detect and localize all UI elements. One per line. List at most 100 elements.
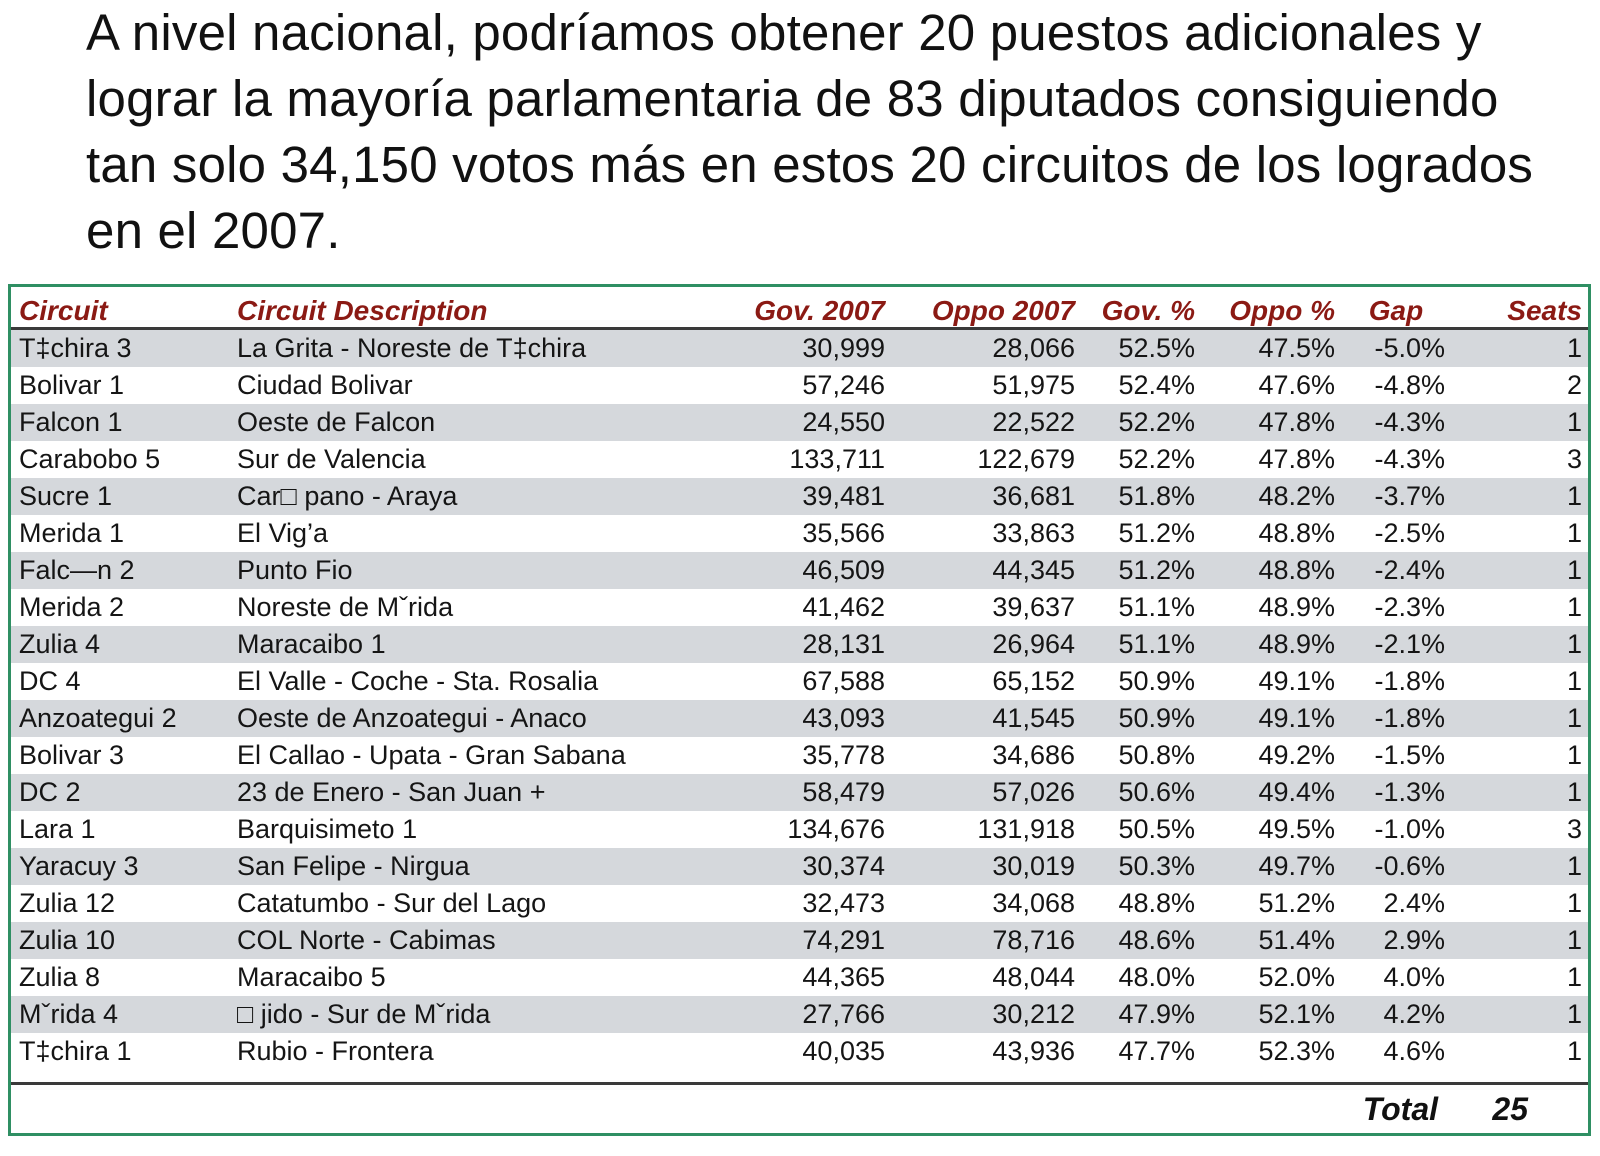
cell-oppo-pct: 49.1% — [1201, 700, 1341, 737]
cell-gap: -1.0% — [1341, 811, 1451, 848]
cell-circuit-description: El Vig’a — [231, 515, 701, 552]
cell-oppo-2007: 39,637 — [891, 589, 1081, 626]
cell-gov-pct: 50.5% — [1081, 811, 1201, 848]
cell-gap: -1.3% — [1341, 774, 1451, 811]
cell-gov-pct: 50.9% — [1081, 700, 1201, 737]
cell-oppo-pct: 51.2% — [1201, 885, 1341, 922]
cell-circuit: DC 4 — [11, 663, 231, 700]
cell-gov-pct: 52.4% — [1081, 367, 1201, 404]
cell-oppo-2007: 30,212 — [891, 996, 1081, 1033]
cell-gap: 4.6% — [1341, 1033, 1451, 1070]
cell-oppo-2007: 131,918 — [891, 811, 1081, 848]
cell-circuit-description: Oeste de Falcon — [231, 404, 701, 441]
cell-circuit: Yaracuy 3 — [11, 848, 231, 885]
cell-circuit: Bolivar 1 — [11, 367, 231, 404]
cell-gov-pct: 47.9% — [1081, 996, 1201, 1033]
cell-gap: -2.1% — [1341, 626, 1451, 663]
cell-circuit-description: Catatumbo - Sur del Lago — [231, 885, 701, 922]
table-row: DC 4 El Valle - Coche - Sta. Rosalia 67,58… — [11, 663, 1588, 700]
cell-circuit-description: Sur de Valencia — [231, 441, 701, 478]
cell-oppo-2007: 41,545 — [891, 700, 1081, 737]
cell-oppo-pct: 48.9% — [1201, 589, 1341, 626]
cell-circuit-description: Noreste de Mˇrida — [231, 589, 701, 626]
cell-seats: 1 — [1451, 404, 1588, 441]
cell-oppo-2007: 30,019 — [891, 848, 1081, 885]
cell-gap: -0.6% — [1341, 848, 1451, 885]
cell-oppo-pct: 51.4% — [1201, 922, 1341, 959]
cell-gov-pct: 51.1% — [1081, 626, 1201, 663]
table-row: Mˇrida 4 □ jido - Sur de Mˇrida 27,766 30,2… — [11, 996, 1588, 1033]
circuits-table-frame: Circuit Circuit Description Gov. 2007 Op… — [8, 284, 1591, 1136]
cell-gap: -1.8% — [1341, 663, 1451, 700]
cell-gov-pct: 51.2% — [1081, 515, 1201, 552]
cell-seats: 1 — [1451, 700, 1588, 737]
table-row: Bolivar 3 El Callao - Upata - Gran Sabana… — [11, 737, 1588, 774]
cell-gov-2007: 27,766 — [701, 996, 891, 1033]
cell-oppo-2007: 36,681 — [891, 478, 1081, 515]
cell-oppo-pct: 52.0% — [1201, 959, 1341, 996]
cell-oppo-2007: 34,686 — [891, 737, 1081, 774]
cell-gov-2007: 30,374 — [701, 848, 891, 885]
table-row: Bolivar 1 Ciudad Bolivar 57,246 51,975 52.4%… — [11, 367, 1588, 404]
table-row: Yaracuy 3 San Felipe - Nirgua 30,374 30,019… — [11, 848, 1588, 885]
cell-seats: 1 — [1451, 589, 1588, 626]
cell-seats: 3 — [1451, 811, 1588, 848]
header-circuit: Circuit — [11, 287, 231, 330]
table-row: DC 2 23 de Enero - San Juan +58,479 57,026… — [11, 774, 1588, 811]
table-row: Lara 1 Barquisimeto 1 134,676 131,918 50.5% 4… — [11, 811, 1588, 848]
cell-gov-2007: 133,711 — [701, 441, 891, 478]
cell-seats: 2 — [1451, 367, 1588, 404]
table-row: T‡chira 1 Rubio - Frontera 40,035 43,936 47.… — [11, 1033, 1588, 1070]
cell-oppo-pct: 48.8% — [1201, 515, 1341, 552]
cell-seats: 1 — [1451, 885, 1588, 922]
cell-gap: 2.4% — [1341, 885, 1451, 922]
cell-oppo-pct: 49.7% — [1201, 848, 1341, 885]
cell-oppo-pct: 48.9% — [1201, 626, 1341, 663]
cell-circuit-description: COL Norte - Cabimas — [231, 922, 701, 959]
cell-gap: -2.4% — [1341, 552, 1451, 589]
cell-oppo-2007: 22,522 — [891, 404, 1081, 441]
cell-seats: 1 — [1451, 996, 1588, 1033]
cell-circuit: Falcon 1 — [11, 404, 231, 441]
cell-gap: -4.3% — [1341, 404, 1451, 441]
cell-gap: 4.2% — [1341, 996, 1451, 1033]
cell-seats: 1 — [1451, 1033, 1588, 1070]
table-row: Falc—n 2 Punto Fio 46,509 44,345 51.2% 48.8% -… — [11, 552, 1588, 589]
cell-gap: -3.7% — [1341, 478, 1451, 515]
table-row: Zulia 4 Maracaibo 1 28,131 26,964 51.1% 48.9%… — [11, 626, 1588, 663]
cell-seats: 1 — [1451, 478, 1588, 515]
total-row: Total 25 — [11, 1082, 1588, 1133]
table-row: Carabobo 5 Sur de Valencia 133,711 122,679 5… — [11, 441, 1588, 478]
cell-circuit: Zulia 4 — [11, 626, 231, 663]
cell-gap: -5.0% — [1341, 328, 1451, 367]
table-body: T‡chira 3 La Grita - Noreste de T‡chira 30… — [11, 328, 1588, 1070]
cell-seats: 1 — [1451, 922, 1588, 959]
cell-circuit-description: La Grita - Noreste de T‡chira — [231, 328, 701, 367]
table-row: Anzoategui 2 Oeste de Anzoategui - Anaco 4… — [11, 700, 1588, 737]
cell-gap: -1.8% — [1341, 700, 1451, 737]
cell-oppo-2007: 44,345 — [891, 552, 1081, 589]
cell-gov-pct: 51.1% — [1081, 589, 1201, 626]
cell-circuit-description: □ jido - Sur de Mˇrida — [231, 996, 701, 1033]
cell-gov-2007: 46,509 — [701, 552, 891, 589]
cell-gov-2007: 30,999 — [701, 328, 891, 367]
cell-circuit: T‡chira 3 — [11, 328, 231, 367]
cell-oppo-pct: 52.3% — [1201, 1033, 1341, 1070]
total-label: Total — [1362, 1091, 1438, 1127]
table-row: T‡chira 3 La Grita - Noreste de T‡chira 30… — [11, 328, 1588, 367]
cell-gov-pct: 52.2% — [1081, 404, 1201, 441]
cell-circuit: Zulia 12 — [11, 885, 231, 922]
cell-circuit-description: Rubio - Frontera — [231, 1033, 701, 1070]
cell-gov-pct: 52.2% — [1081, 441, 1201, 478]
table-header-row: Circuit Circuit Description Gov. 2007 Op… — [11, 287, 1588, 330]
header-seats: Seats — [1451, 287, 1588, 330]
cell-gov-2007: 134,676 — [701, 811, 891, 848]
cell-circuit-description: Punto Fio — [231, 552, 701, 589]
cell-circuit-description: El Valle - Coche - Sta. Rosalia — [231, 663, 701, 700]
cell-oppo-pct: 49.4% — [1201, 774, 1341, 811]
cell-gap: -4.3% — [1341, 441, 1451, 478]
cell-circuit-description: El Callao - Upata - Gran Sabana — [231, 737, 701, 774]
cell-circuit: Merida 1 — [11, 515, 231, 552]
cell-seats: 1 — [1451, 663, 1588, 700]
header-gov-pct: Gov. % — [1081, 287, 1201, 330]
